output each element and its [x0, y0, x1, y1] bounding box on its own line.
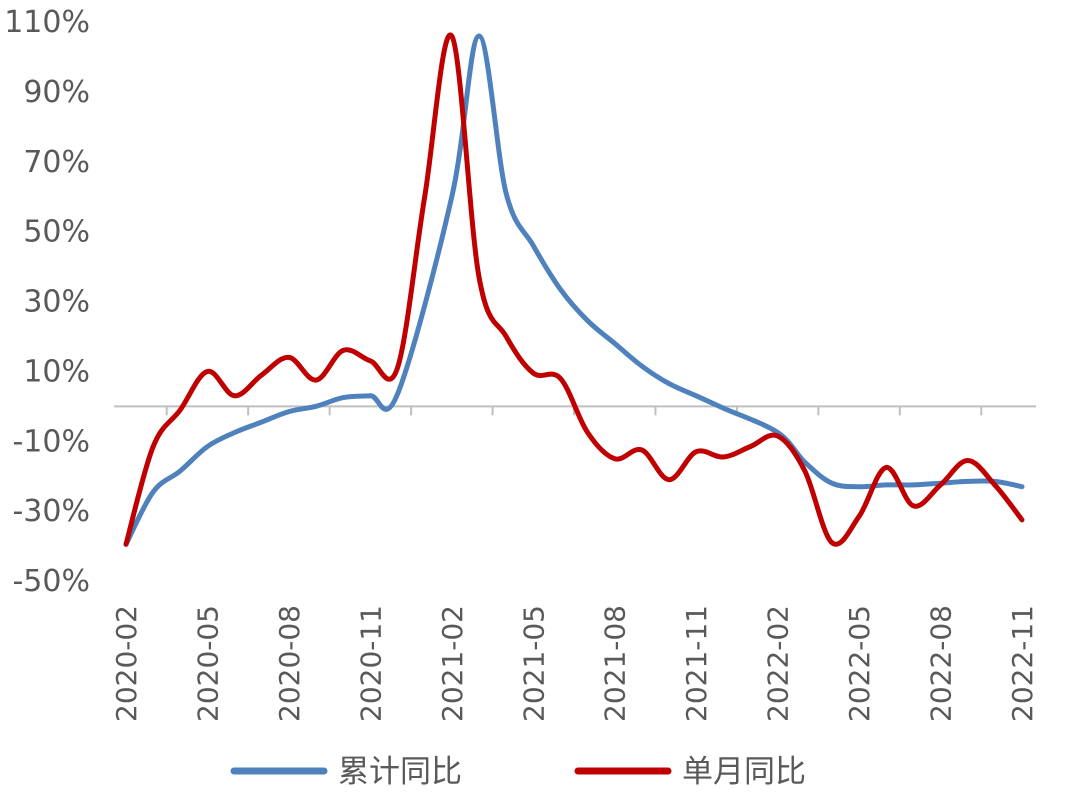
x-tick-label: 2021-08 [599, 605, 632, 722]
y-tick-label: 10% [23, 354, 90, 389]
x-tick-label: 2021-05 [517, 605, 550, 722]
y-axis-ticks: 110% 90% 70% 50% 30% 10% -10% -30% -50% [4, 5, 90, 599]
x-tick-label: 2020-05 [191, 605, 224, 722]
y-tick-label: 90% [23, 75, 90, 110]
x-tick-label: 2021-11 [680, 605, 713, 722]
legend: 累计同比 单月同比 [230, 754, 806, 790]
y-tick-label: 30% [23, 285, 90, 320]
x-tick-label: 2020-02 [110, 605, 143, 722]
series-lines [123, 32, 1025, 547]
y-tick-label: 110% [4, 5, 90, 40]
y-tick-label: -30% [12, 494, 90, 529]
y-tick-label: 70% [23, 145, 90, 180]
legend-label: 单月同比 [682, 754, 806, 790]
x-tick-label: 2022-08 [925, 605, 958, 722]
x-tick-label: 2020-11 [354, 605, 387, 722]
series-line-monthly-yoy [123, 32, 1025, 547]
legend-label: 累计同比 [338, 754, 462, 790]
x-axis: 2020-02 2020-05 2020-08 2020-11 2021-02 2021-… [110, 405, 1039, 722]
x-tick-label: 2022-11 [1006, 605, 1039, 722]
x-tick-label: 2022-02 [762, 605, 795, 722]
y-tick-label: 50% [23, 215, 90, 250]
y-tick-label: -10% [12, 424, 90, 459]
y-tick-label: -50% [12, 564, 90, 599]
x-tick-label: 2021-02 [436, 605, 469, 722]
x-tick-label: 2020-08 [273, 605, 306, 722]
x-tick-label: 2022-05 [843, 605, 876, 722]
